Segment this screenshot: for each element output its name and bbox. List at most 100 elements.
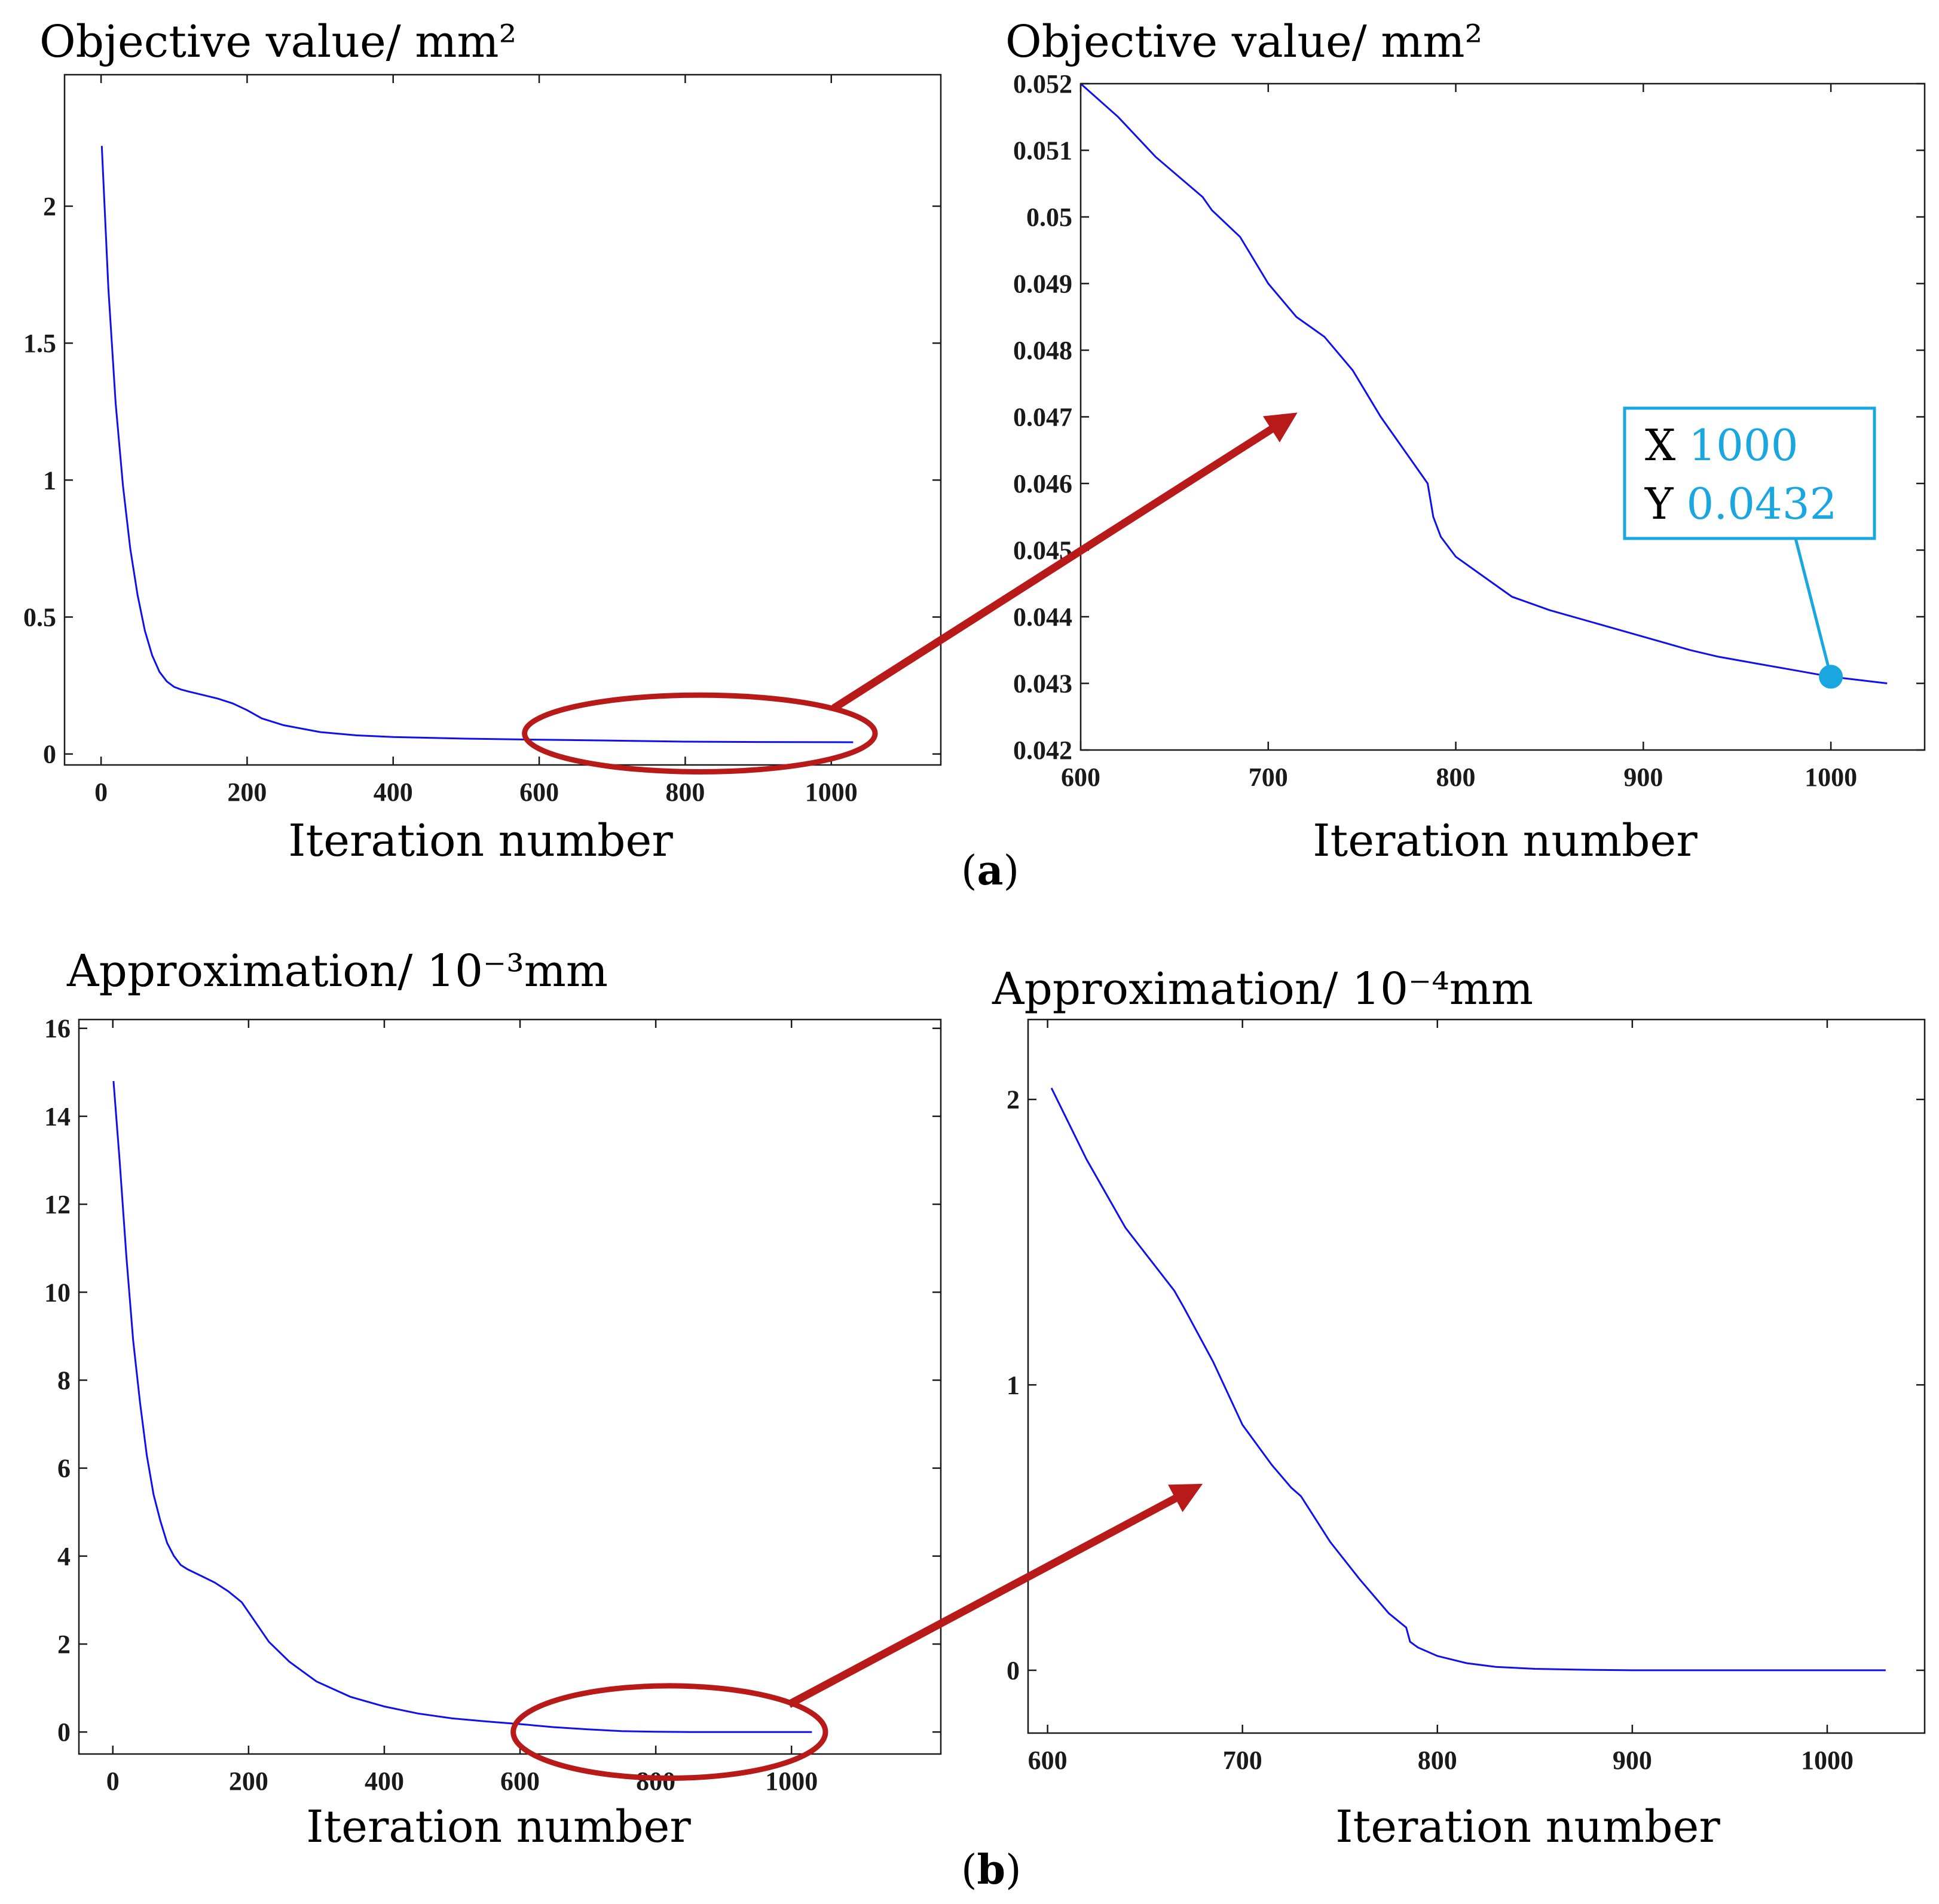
x-ticks: 600 700 800 900 1000 xyxy=(1028,1020,1854,1775)
x-axis-label: Iteration number xyxy=(1335,1801,1720,1853)
x-tick-label: 1000 xyxy=(805,777,858,807)
panel-a-open: ( xyxy=(961,847,977,895)
y-tick-label: 0.051 xyxy=(1013,136,1072,166)
chart-b-right: Approximation/ 10⁻⁴mm 0 1 2 600 700 800 900 10… xyxy=(992,963,1926,1853)
data-tip-x-value: 1000 xyxy=(1689,420,1798,470)
x-tick-label: 600 xyxy=(1061,763,1100,792)
y-tick-label: 2 xyxy=(43,192,56,221)
y-tick-label: 0.052 xyxy=(1013,69,1072,99)
y-tick-label: 0.047 xyxy=(1013,403,1072,432)
x-ticks: 600 700 800 900 1000 xyxy=(1061,84,1857,792)
x-tick-label: 800 xyxy=(636,1767,675,1796)
zoom-arrow-b xyxy=(787,1483,1203,1708)
y-tick-label: 0.046 xyxy=(1013,469,1072,498)
x-tick-label: 900 xyxy=(1613,1746,1652,1775)
y-tick-label: 0.05 xyxy=(1026,203,1072,232)
x-tick-label: 700 xyxy=(1223,1746,1262,1775)
x-axis-label: Iteration number xyxy=(306,1801,691,1853)
series-line xyxy=(112,1080,812,1733)
x-tick-label: 0 xyxy=(94,777,108,807)
data-tip-y: Y 0.0432 xyxy=(1644,479,1837,529)
series-line xyxy=(1050,1087,1886,1672)
x-tick-label: 200 xyxy=(227,777,267,807)
zoom-arrow-a xyxy=(831,412,1298,712)
x-ticks: 0 200 400 600 800 1000 xyxy=(94,75,858,807)
y-ticks: 0 2 4 6 8 10 12 14 16 xyxy=(44,1014,941,1747)
panel-b-open: ( xyxy=(961,1847,977,1894)
chart-b-left: Approximation/ 10⁻³mm 0 2 4 6 8 10 12 14 16 0 200… xyxy=(44,945,942,1853)
x-axis-label: Iteration number xyxy=(1313,815,1698,867)
chart-a-right: Objective value/ mm² 0.042 0.043 0.044 0.04… xyxy=(1005,16,1926,867)
y-tick-label: 0 xyxy=(1007,1656,1020,1685)
panel-a-close: ) xyxy=(1004,847,1020,895)
data-tip: X 1000 Y 0.0432 xyxy=(1623,406,1876,689)
x-tick-label: 800 xyxy=(665,777,705,807)
x-ticks: 0 200 400 600 800 1000 xyxy=(106,1020,818,1796)
y-tick-label: 16 xyxy=(44,1014,71,1043)
plot-frame xyxy=(1079,82,1926,751)
zoom-region-ellipse-b xyxy=(510,1683,828,1781)
y-ticks: 0 1 2 xyxy=(1007,1085,1925,1685)
y-tick-label: 0.043 xyxy=(1013,669,1072,699)
panel-b-letter: b xyxy=(977,1846,1006,1894)
x-tick-label: 1000 xyxy=(1801,1746,1854,1775)
y-tick-label: 1 xyxy=(1007,1370,1020,1400)
panel-label-b: (b) xyxy=(961,1846,1022,1894)
y-tick-label: 0.044 xyxy=(1013,602,1072,632)
data-tip-marker xyxy=(1819,665,1843,689)
y-tick-label: 6 xyxy=(57,1454,71,1483)
y-tick-label: 0 xyxy=(43,740,56,769)
y-tick-label: 2 xyxy=(57,1630,71,1659)
y-axis-label: Approximation/ 10⁻³mm xyxy=(66,945,608,997)
y-tick-label: 0 xyxy=(57,1718,71,1747)
series-line xyxy=(1080,82,1888,684)
panel-a-letter: a xyxy=(977,847,1004,895)
plot-frame xyxy=(1027,1018,1926,1734)
y-tick-label: 0.048 xyxy=(1013,336,1072,365)
plot-frame xyxy=(63,74,942,766)
y-axis-label: Approximation/ 10⁻⁴mm xyxy=(992,963,1533,1015)
x-tick-label: 400 xyxy=(374,777,413,807)
x-tick-label: 800 xyxy=(1418,1746,1457,1775)
series-line xyxy=(100,146,854,743)
x-tick-label: 700 xyxy=(1249,763,1288,792)
y-tick-label: 0.042 xyxy=(1013,736,1072,765)
y-tick-label: 14 xyxy=(44,1102,71,1131)
y-tick-label: 12 xyxy=(44,1190,71,1219)
x-tick-label: 800 xyxy=(1436,763,1476,792)
y-tick-label: 0.5 xyxy=(23,603,56,632)
panel-b-close: ) xyxy=(1005,1847,1022,1894)
y-tick-label: 2 xyxy=(1007,1085,1020,1115)
x-tick-label: 600 xyxy=(500,1767,540,1796)
data-tip-x: X 1000 xyxy=(1645,420,1799,470)
x-axis-label: Iteration number xyxy=(288,815,673,867)
y-ticks: 0 0.5 1 1.5 2 xyxy=(23,192,941,769)
chart-a-left: Objective value/ mm² 0 0.5 1 1.5 2 0 200 400 60… xyxy=(23,16,942,867)
y-tick-label: 10 xyxy=(44,1278,71,1307)
data-tip-leader xyxy=(1794,538,1833,677)
zoom-region-ellipse-a xyxy=(522,692,878,775)
data-tip-box xyxy=(1623,406,1876,540)
data-tip-x-label: X xyxy=(1645,420,1675,470)
panel-label-a: (a) xyxy=(961,847,1019,895)
x-tick-label: 900 xyxy=(1623,763,1663,792)
x-tick-label: 400 xyxy=(365,1767,404,1796)
x-tick-label: 0 xyxy=(106,1767,120,1796)
x-tick-label: 200 xyxy=(229,1767,268,1796)
y-tick-label: 8 xyxy=(57,1366,71,1395)
y-tick-label: 1.5 xyxy=(23,329,56,358)
y-tick-label: 1 xyxy=(43,466,56,495)
y-ticks: 0.0420.0430.0440.0450.0460.0470.0480.049… xyxy=(1013,69,1925,765)
y-axis-label: Objective value/ mm² xyxy=(1005,16,1482,68)
x-tick-label: 600 xyxy=(1028,1746,1068,1775)
y-tick-label: 0.049 xyxy=(1013,270,1072,299)
x-tick-label: 1000 xyxy=(1805,763,1857,792)
x-tick-label: 600 xyxy=(519,777,559,807)
plot-frame xyxy=(78,1018,942,1755)
data-tip-y-value: 0.0432 xyxy=(1687,479,1837,529)
data-tip-y-label: Y xyxy=(1644,479,1674,529)
x-tick-label: 1000 xyxy=(765,1767,818,1796)
y-tick-label: 4 xyxy=(57,1542,71,1571)
